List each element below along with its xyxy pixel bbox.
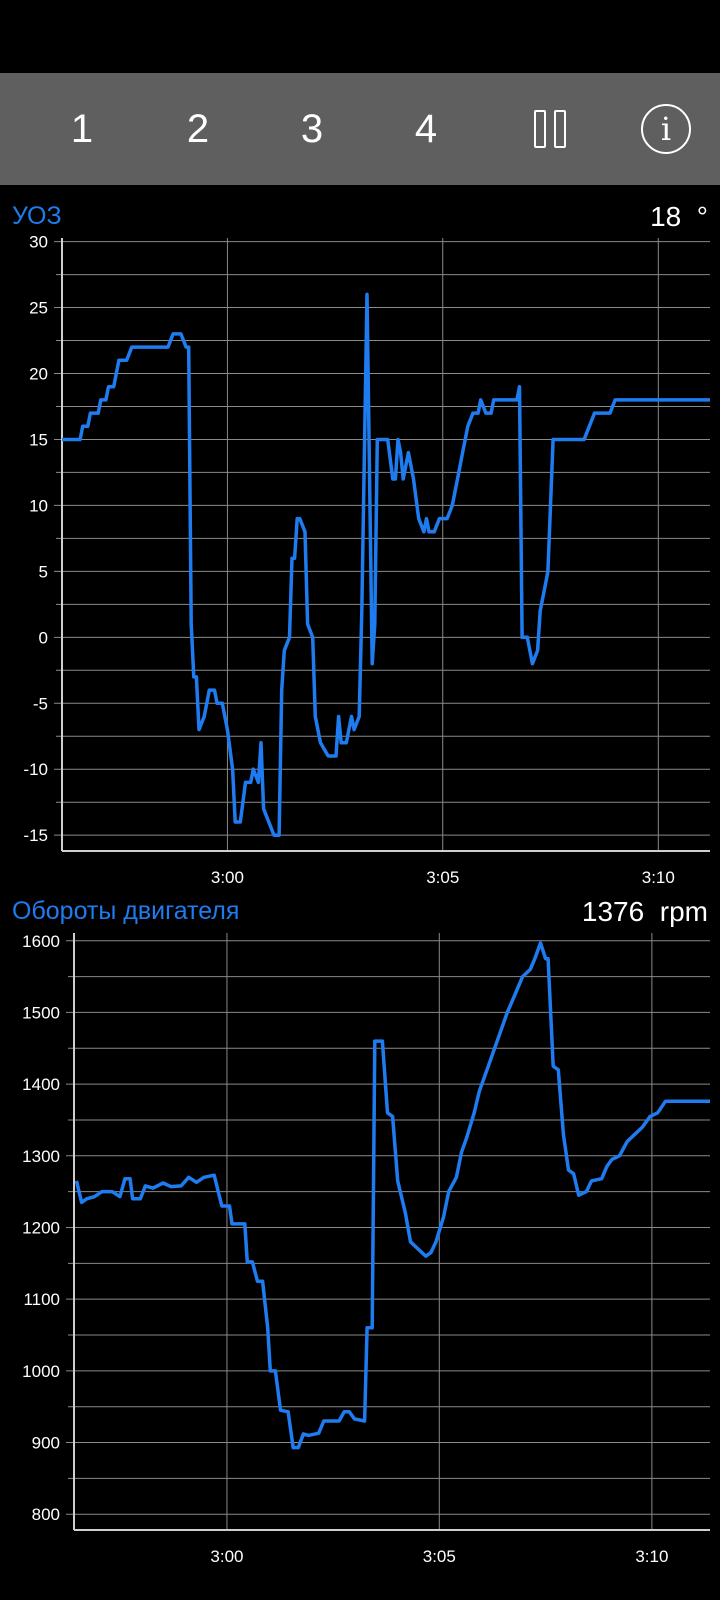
y-tick-label: 25 <box>29 299 48 318</box>
y-tick-label: 1100 <box>23 1290 60 1309</box>
y-tick-label: 15 <box>29 430 48 449</box>
current-value: 18 <box>650 201 682 232</box>
chart-title-uoz: УОЗ <box>12 202 62 230</box>
page-2-button[interactable]: 2 <box>186 106 210 151</box>
page-4-button[interactable]: 4 <box>414 106 438 151</box>
y-tick-label: 10 <box>29 496 48 515</box>
y-tick-label: 1000 <box>22 1362 60 1381</box>
page-3-button[interactable]: 3 <box>300 106 324 151</box>
x-tick-label: 3:05 <box>423 1547 456 1566</box>
chart-uoz: -15 -10 -5 0 5 10 15 20 25 30 3:00 3:05 3:10 <box>23 235 710 887</box>
y-tick-label: 1400 <box>22 1075 60 1094</box>
chart-title-rpm: Обороты двигателя <box>12 897 240 925</box>
chart-rpm: 800 900 1000 1100 1200 1300 1400 1500 1600 3:00 3:… <box>22 932 710 1566</box>
x-tick-label: 3:05 <box>426 868 459 887</box>
unit: rpm <box>659 896 708 927</box>
pause-icon <box>534 110 566 148</box>
info-glyph: i <box>660 110 672 148</box>
y-tick-label: 1600 <box>22 932 60 951</box>
y-tick-label: 1300 <box>22 1147 60 1166</box>
page-1-button[interactable]: 1 <box>70 106 94 151</box>
status-bar <box>0 0 720 73</box>
unit: ° <box>696 201 708 232</box>
info-button[interactable]: i <box>626 73 706 185</box>
y-tick-label: 5 <box>39 562 48 581</box>
x-tick-label: 3:10 <box>635 1547 668 1566</box>
y-tick-label: 20 <box>29 365 48 384</box>
y-tick-label: -10 <box>23 760 48 779</box>
y-tick-label: 1500 <box>22 1003 60 1022</box>
x-tick-label: 3:00 <box>210 1547 243 1566</box>
y-tick-label: 30 <box>29 235 48 252</box>
pause-button[interactable] <box>510 73 590 185</box>
series-line <box>74 941 710 1450</box>
y-tick-label: 800 <box>32 1505 60 1524</box>
y-tick-label: -15 <box>23 826 48 845</box>
y-tick-label: -5 <box>33 694 48 713</box>
x-tick-label: 3:00 <box>211 868 244 887</box>
series-line <box>62 292 710 837</box>
toolbar: 1 2 3 4 i <box>0 73 720 185</box>
y-tick-label: 900 <box>32 1434 60 1453</box>
chart-current-value-uoz: 18 ° <box>650 201 708 233</box>
info-icon: i <box>641 104 691 154</box>
x-tick-label: 3:10 <box>642 868 675 887</box>
y-tick-label: 1200 <box>22 1218 60 1237</box>
chart-current-value-rpm: 1376 rpm <box>582 896 708 928</box>
current-value: 1376 <box>581 896 645 927</box>
y-tick-label: 0 <box>39 628 48 647</box>
